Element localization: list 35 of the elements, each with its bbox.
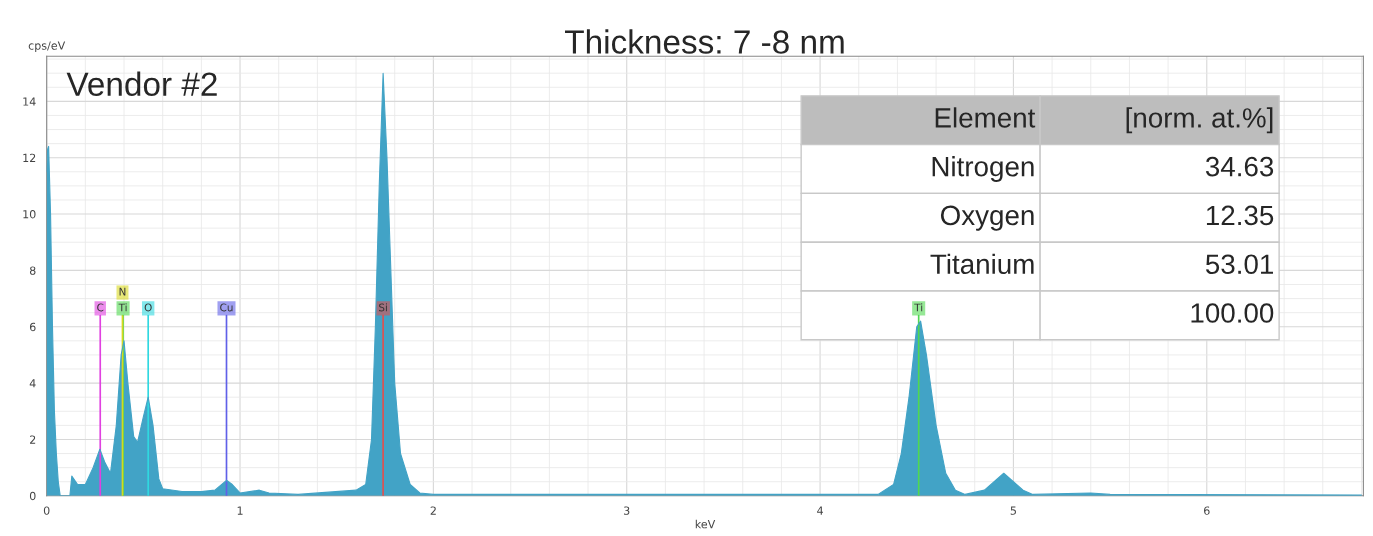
- x-tick-label: 6: [1204, 506, 1210, 515]
- x-axis-title: keV: [695, 519, 716, 529]
- y-tick-label: 6: [29, 322, 36, 332]
- ref-line-label: Ti: [118, 303, 127, 312]
- chart-title: Thickness: 7 -8 nm: [565, 29, 844, 54]
- annotation: [norm. at.%]: [1126, 107, 1273, 134]
- ref-line-label: C: [97, 303, 104, 312]
- y-tick-label: 14: [23, 97, 36, 106]
- annotation: Element: [935, 107, 1036, 128]
- x-tick-label: 0: [43, 506, 50, 515]
- x-tick-label: 1: [237, 506, 243, 515]
- ref-line-label: O: [144, 303, 152, 312]
- annotation: 12.35: [1206, 205, 1274, 226]
- annotation: 100.00: [1191, 303, 1274, 323]
- x-tick-label: 3: [624, 506, 630, 515]
- y-tick-label: 0: [29, 491, 36, 501]
- y-axis-title: cps/eV: [28, 41, 66, 52]
- y-tick-label: 12: [23, 153, 36, 162]
- y-tick-label: 4: [29, 379, 36, 388]
- x-tick-label: 5: [1010, 506, 1016, 515]
- annotation: Vendor #2: [66, 71, 217, 96]
- annotation: 34.63: [1205, 156, 1274, 177]
- y-tick-label: 8: [29, 266, 36, 275]
- y-tick-label: 10: [23, 210, 36, 219]
- x-tick-label: 4: [817, 506, 823, 515]
- annotation: Nitrogen: [932, 156, 1034, 182]
- annotation: Oxygen: [940, 205, 1034, 231]
- annotation: Titanium: [930, 253, 1034, 275]
- ref-line-label: Ti: [914, 303, 923, 312]
- ref-line-label: Si: [379, 303, 387, 312]
- y-tick-label: 2: [30, 435, 36, 444]
- ref-line-label: Cu: [220, 303, 233, 312]
- x-tick-label: 2: [430, 506, 436, 515]
- ref-line-label: N: [119, 287, 126, 296]
- annotation: 53.01: [1205, 254, 1273, 275]
